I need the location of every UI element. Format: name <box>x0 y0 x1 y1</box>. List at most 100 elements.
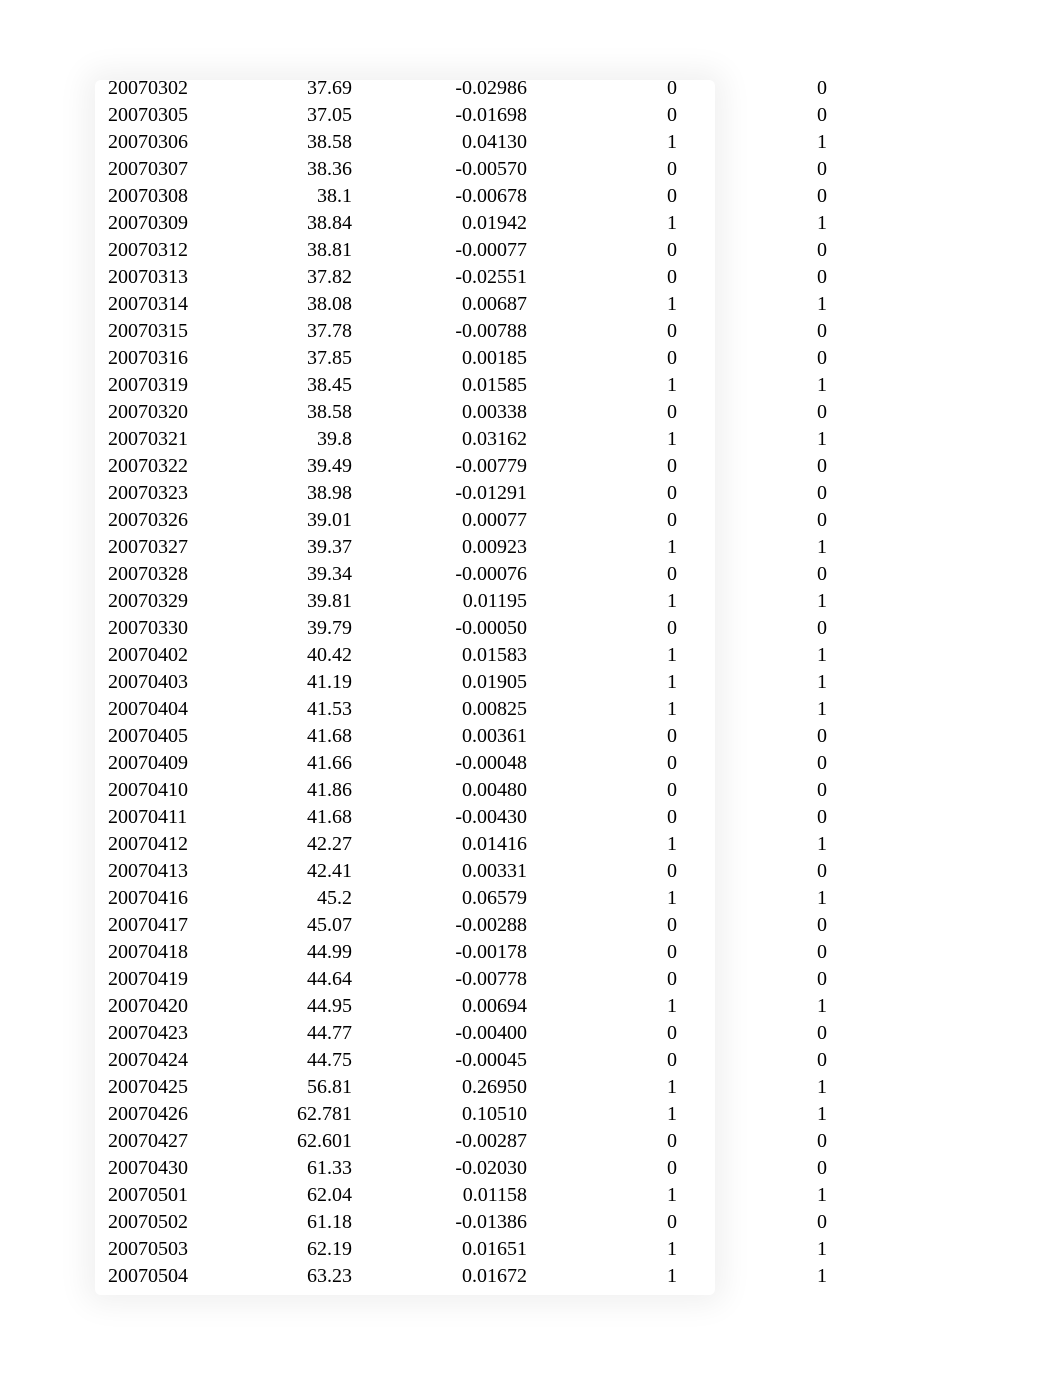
cell-flag2: 0 <box>685 1020 835 1047</box>
cell-flag1: 0 <box>535 1047 685 1074</box>
cell-date: 20070321 <box>100 426 230 453</box>
cell-date: 20070309 <box>100 210 230 237</box>
table-row: 2007040441.530.0082511 <box>100 696 835 723</box>
cell-date: 20070418 <box>100 939 230 966</box>
table-row: 2007032739.370.0092311 <box>100 534 835 561</box>
cell-value: 44.75 <box>230 1047 360 1074</box>
cell-flag2: 0 <box>685 1155 835 1182</box>
cell-value: 62.19 <box>230 1236 360 1263</box>
cell-delta: -0.00076 <box>360 561 535 588</box>
cell-flag2: 1 <box>685 426 835 453</box>
cell-delta: 0.00361 <box>360 723 535 750</box>
cell-flag2: 1 <box>685 588 835 615</box>
cell-flag1: 0 <box>535 1128 685 1155</box>
cell-delta: -0.00050 <box>360 615 535 642</box>
cell-flag2: 1 <box>685 291 835 318</box>
cell-date: 20070501 <box>100 1182 230 1209</box>
table-row: 2007042556.810.2695011 <box>100 1074 835 1101</box>
cell-flag2: 0 <box>685 804 835 831</box>
table-row: 2007030938.840.0194211 <box>100 210 835 237</box>
page: 2007030237.69-0.02986002007030537.05-0.0… <box>0 0 1062 1376</box>
cell-flag1: 1 <box>535 534 685 561</box>
cell-date: 20070423 <box>100 1020 230 1047</box>
table-row: 2007040341.190.0190511 <box>100 669 835 696</box>
table-row: 2007042044.950.0069411 <box>100 993 835 1020</box>
cell-flag1: 0 <box>535 723 685 750</box>
cell-delta: 0.00077 <box>360 507 535 534</box>
cell-value: 41.68 <box>230 804 360 831</box>
cell-flag1: 0 <box>535 183 685 210</box>
cell-value: 41.66 <box>230 750 360 777</box>
cell-delta: 0.00694 <box>360 993 535 1020</box>
cell-flag2: 0 <box>685 1128 835 1155</box>
cell-value: 38.98 <box>230 480 360 507</box>
table-row: 2007040240.420.0158311 <box>100 642 835 669</box>
cell-flag1: 0 <box>535 480 685 507</box>
table-row: 2007042444.75-0.0004500 <box>100 1047 835 1074</box>
table-row: 2007041844.99-0.0017800 <box>100 939 835 966</box>
cell-flag2: 0 <box>685 615 835 642</box>
cell-flag1: 0 <box>535 237 685 264</box>
cell-flag1: 1 <box>535 642 685 669</box>
cell-flag2: 1 <box>685 210 835 237</box>
cell-value: 44.99 <box>230 939 360 966</box>
cell-flag2: 0 <box>685 345 835 372</box>
cell-flag1: 1 <box>535 669 685 696</box>
cell-date: 20070503 <box>100 1236 230 1263</box>
cell-flag2: 0 <box>685 453 835 480</box>
cell-date: 20070405 <box>100 723 230 750</box>
cell-flag1: 0 <box>535 561 685 588</box>
cell-flag2: 0 <box>685 912 835 939</box>
table-row: 2007033039.79-0.0005000 <box>100 615 835 642</box>
cell-delta: -0.02551 <box>360 264 535 291</box>
cell-date: 20070502 <box>100 1209 230 1236</box>
cell-flag1: 1 <box>535 1182 685 1209</box>
table-row: 2007041745.07-0.0028800 <box>100 912 835 939</box>
cell-value: 44.77 <box>230 1020 360 1047</box>
cell-value: 38.08 <box>230 291 360 318</box>
cell-flag1: 1 <box>535 1263 685 1290</box>
cell-delta: 0.00338 <box>360 399 535 426</box>
cell-flag1: 0 <box>535 318 685 345</box>
cell-delta: -0.00045 <box>360 1047 535 1074</box>
cell-flag2: 1 <box>685 696 835 723</box>
cell-date: 20070419 <box>100 966 230 993</box>
table-row: 2007043061.33-0.0203000 <box>100 1155 835 1182</box>
table-row: 2007031438.080.0068711 <box>100 291 835 318</box>
table-row: 2007031938.450.0158511 <box>100 372 835 399</box>
cell-date: 20070426 <box>100 1101 230 1128</box>
cell-flag1: 1 <box>535 1074 685 1101</box>
cell-flag2: 0 <box>685 75 835 102</box>
table-row: 2007032939.810.0119511 <box>100 588 835 615</box>
table-row: 2007042662.7810.1051011 <box>100 1101 835 1128</box>
cell-flag1: 1 <box>535 885 685 912</box>
cell-delta: 0.10510 <box>360 1101 535 1128</box>
cell-flag2: 1 <box>685 642 835 669</box>
cell-delta: -0.00048 <box>360 750 535 777</box>
cell-value: 45.2 <box>230 885 360 912</box>
cell-value: 37.82 <box>230 264 360 291</box>
cell-flag1: 0 <box>535 858 685 885</box>
cell-delta: -0.02030 <box>360 1155 535 1182</box>
cell-date: 20070307 <box>100 156 230 183</box>
cell-flag2: 0 <box>685 480 835 507</box>
cell-flag1: 0 <box>535 1020 685 1047</box>
cell-flag2: 1 <box>685 1263 835 1290</box>
cell-delta: -0.01386 <box>360 1209 535 1236</box>
cell-flag2: 1 <box>685 669 835 696</box>
cell-flag1: 0 <box>535 264 685 291</box>
cell-delta: 0.00825 <box>360 696 535 723</box>
cell-date: 20070312 <box>100 237 230 264</box>
cell-value: 39.79 <box>230 615 360 642</box>
table-row: 2007050261.18-0.0138600 <box>100 1209 835 1236</box>
cell-date: 20070328 <box>100 561 230 588</box>
cell-value: 56.81 <box>230 1074 360 1101</box>
cell-flag1: 1 <box>535 1101 685 1128</box>
cell-delta: 0.01905 <box>360 669 535 696</box>
cell-date: 20070314 <box>100 291 230 318</box>
cell-flag1: 0 <box>535 75 685 102</box>
cell-flag2: 0 <box>685 102 835 129</box>
table-row: 2007032038.580.0033800 <box>100 399 835 426</box>
table-row: 2007050463.230.0167211 <box>100 1263 835 1290</box>
cell-date: 20070430 <box>100 1155 230 1182</box>
